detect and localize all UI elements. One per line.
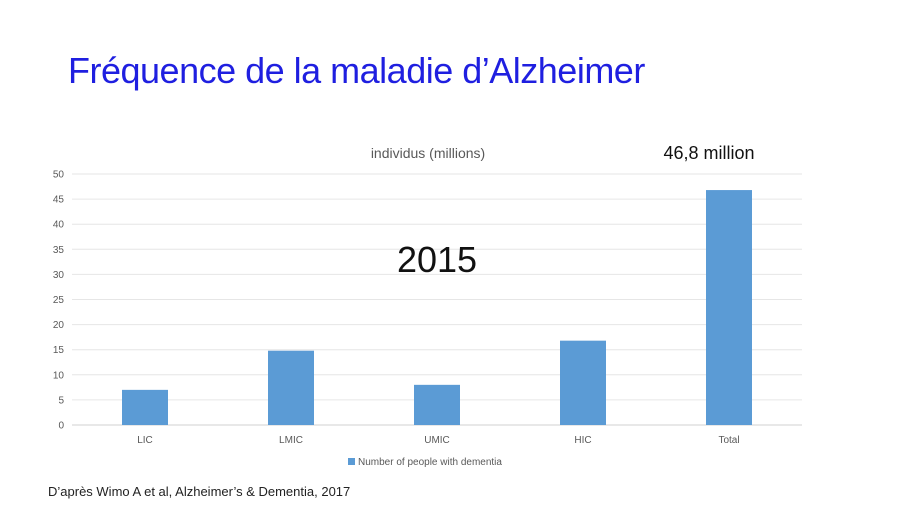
x-category-label: UMIC [424,435,450,446]
bar-umic [414,384,460,425]
bar-lmic [268,350,314,425]
bar-lic [122,389,168,425]
y-tick-label: 40 [53,220,65,231]
y-tick-label: 30 [53,270,65,281]
x-category-label: LIC [137,435,153,446]
x-axis-category-labels: LIC LMIC UMIC HIC Total [137,435,739,446]
bar-hic [560,340,606,425]
y-tick-label: 5 [58,395,64,406]
y-tick-label: 25 [53,295,65,306]
slide-title: Fréquence de la maladie d’Alzheimer [68,50,645,91]
x-category-label: HIC [574,435,591,446]
x-category-label: Total [718,435,739,446]
legend: Number of people with dementia [348,457,502,468]
x-category-label: LMIC [279,435,303,446]
y-tick-label: 50 [53,170,65,181]
y-tick-label: 35 [53,245,65,256]
legend-swatch [348,458,355,465]
year-annotation: 2015 [397,239,477,280]
source-citation: D’après Wimo A et al, Alzheimer’s & Deme… [48,484,351,499]
chart-title: individus (millions) [371,145,485,161]
y-tick-label: 0 [58,421,64,432]
bars [122,190,752,425]
legend-label: Number of people with dementia [358,457,502,468]
y-tick-label: 10 [53,370,65,381]
bar-total [706,190,752,425]
y-tick-label: 20 [53,320,65,331]
y-axis-tick-labels: 0 5 10 15 20 25 30 35 40 45 50 [53,170,65,432]
y-tick-label: 15 [53,345,65,356]
y-tick-label: 45 [53,195,65,206]
total-annotation: 46,8 million [663,143,754,163]
